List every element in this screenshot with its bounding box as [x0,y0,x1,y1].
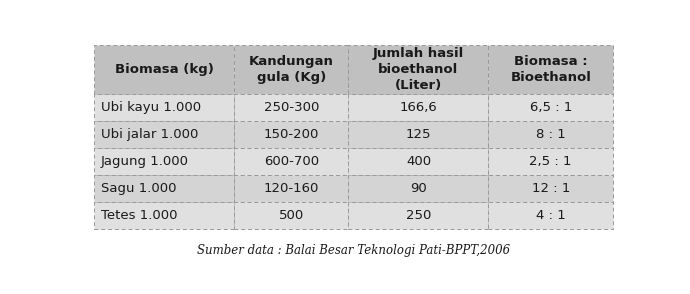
Text: 2,5 : 1: 2,5 : 1 [529,155,572,168]
Text: 250-300: 250-300 [264,101,319,114]
Text: 400: 400 [406,155,431,168]
Text: Ubi jalar 1.000: Ubi jalar 1.000 [101,128,198,141]
Text: Sagu 1.000: Sagu 1.000 [101,182,176,195]
Text: 125: 125 [406,128,431,141]
Text: 600-700: 600-700 [264,155,319,168]
Text: Tetes 1.000: Tetes 1.000 [101,209,177,222]
Text: 250: 250 [406,209,431,222]
Bar [235,175,348,202]
Text: Sumber data : Balai Besar Teknologi Pati-BPPT,2006: Sumber data : Balai Besar Teknologi Pati… [197,244,510,257]
Bar [489,46,613,94]
Bar [348,202,489,229]
Text: 500: 500 [279,209,304,222]
Text: Biomasa (kg): Biomasa (kg) [115,63,214,76]
Bar [95,202,235,229]
Text: Jagung 1.000: Jagung 1.000 [101,155,188,168]
Bar [95,175,235,202]
Bar [95,121,235,148]
Text: 6,5 : 1: 6,5 : 1 [529,101,572,114]
Bar [95,148,235,175]
Bar [489,121,613,148]
Bar [95,46,235,94]
Bar [348,46,489,94]
Bar [348,94,489,121]
Bar [489,94,613,121]
Bar [235,121,348,148]
Text: Jumlah hasil
bioethanol
(Liter): Jumlah hasil bioethanol (Liter) [373,47,464,92]
Text: 12 : 1: 12 : 1 [531,182,570,195]
Text: Biomasa :
Bioethanol: Biomasa : Bioethanol [511,55,591,84]
Bar [489,175,613,202]
Bar [235,202,348,229]
Text: 150-200: 150-200 [264,128,319,141]
Bar [95,94,235,121]
Text: Kandungan
gula (Kg): Kandungan gula (Kg) [249,55,334,84]
Text: 4 : 1: 4 : 1 [536,209,566,222]
Text: Ubi kayu 1.000: Ubi kayu 1.000 [101,101,201,114]
Bar [348,121,489,148]
Bar [489,202,613,229]
Text: 120-160: 120-160 [264,182,319,195]
Text: 166,6: 166,6 [400,101,437,114]
Bar [348,175,489,202]
Text: 8 : 1: 8 : 1 [536,128,566,141]
Text: 90: 90 [410,182,427,195]
Bar [235,148,348,175]
Bar [235,94,348,121]
Bar [489,148,613,175]
Bar [235,46,348,94]
Bar [348,148,489,175]
